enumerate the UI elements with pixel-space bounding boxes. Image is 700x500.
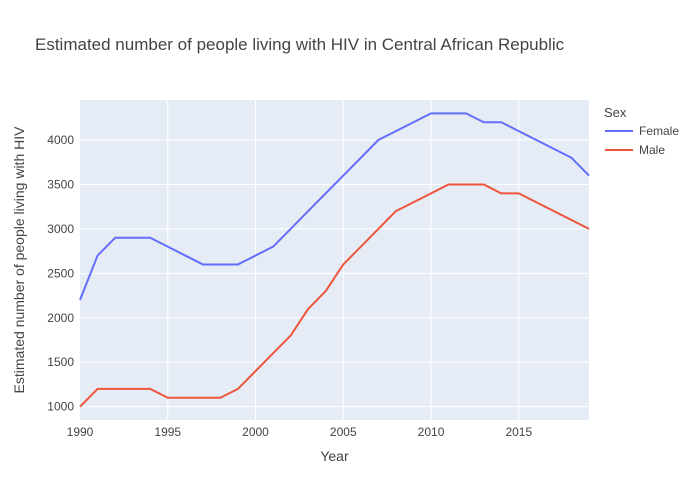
legend-label: Male [639,143,665,157]
legend[interactable]: Sex Female Male [604,105,679,157]
plot-area [80,100,589,420]
chart-title: Estimated number of people living with H… [35,35,565,54]
y-tick-label: 2000 [47,311,74,325]
series-line-male [79,183,590,408]
y-tick-label: 3000 [47,222,74,236]
gridlines [80,100,589,420]
y-axis-title: Estimated number of people living with H… [11,126,27,394]
x-tick-label: 2000 [242,425,269,439]
x-tick-label: 1990 [67,425,94,439]
y-tick-label: 1500 [47,355,74,369]
x-tick-label: 2010 [418,425,445,439]
y-axis-ticks: 1000 1500 2000 2500 3000 3500 4000 [47,133,74,414]
y-tick-label: 2500 [47,266,74,280]
legend-title: Sex [604,105,627,120]
legend-item-female[interactable]: Female [605,124,679,138]
x-tick-label: 1995 [154,425,181,439]
y-tick-label: 4000 [47,133,74,147]
legend-label: Female [639,124,679,138]
y-tick-label: 3500 [47,177,74,191]
legend-item-male[interactable]: Male [605,143,665,157]
series-lines [79,112,590,408]
y-tick-label: 1000 [47,400,74,414]
x-tick-label: 2005 [330,425,357,439]
x-axis-ticks: 1990 1995 2000 2005 2010 2015 [67,425,533,439]
series-line-female [79,112,590,301]
x-axis-title: Year [320,448,349,464]
x-tick-label: 2015 [505,425,532,439]
